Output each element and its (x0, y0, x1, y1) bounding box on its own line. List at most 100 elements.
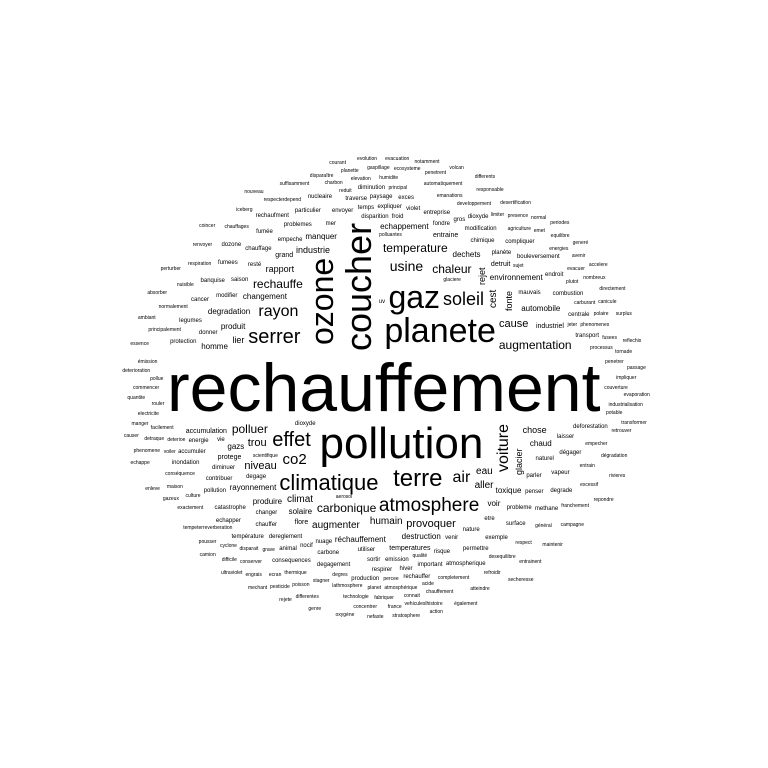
word-62: entraine (432, 232, 459, 240)
word-132: traverse (345, 196, 368, 203)
word-194: elevation (350, 175, 371, 182)
word-293: action (429, 608, 443, 615)
word-163: qualité (412, 553, 428, 560)
word-158: emanations (436, 192, 463, 199)
word-14: air (452, 469, 471, 487)
word-115: respirer (371, 566, 393, 573)
word-211: pollue (150, 376, 164, 383)
word-196: automatiquement (423, 181, 463, 188)
word-130: particulier (294, 207, 321, 214)
word-254: engrais (245, 571, 262, 578)
word-202: polaire (593, 310, 609, 317)
word-22: cause (499, 317, 529, 330)
word-28: climat (286, 494, 314, 506)
word-45: dechets (452, 249, 481, 259)
word-276: difficile (221, 556, 237, 563)
word-29: eau (476, 466, 493, 478)
word-226: fusees (602, 334, 617, 341)
word-69: utiliser (357, 547, 376, 554)
word-183: facilement (150, 424, 174, 431)
word-246: tornade (615, 349, 633, 355)
word-102: problemes (283, 222, 312, 229)
word-252: differentes (295, 594, 319, 600)
word-189: nuisible (176, 281, 194, 288)
word-64: dioxyde (294, 420, 316, 427)
word-40: solaire (288, 506, 313, 516)
word-282: generé (572, 239, 589, 246)
word-160: polluantes (379, 232, 402, 239)
word-9: serrer (248, 326, 301, 349)
word-20: polluer (231, 422, 268, 437)
word-248: entrainent (519, 559, 542, 566)
word-195: humidite (379, 174, 399, 181)
word-242: canicule (598, 298, 617, 305)
word-209: franchement (561, 503, 589, 510)
word-0: rechauffement (167, 349, 601, 426)
word-145: methane (534, 506, 559, 513)
word-99: contribuer (205, 476, 233, 483)
word-52: manquer (305, 231, 337, 241)
word-136: dioxyde (467, 213, 489, 220)
word-177: respect (515, 539, 532, 546)
word-107: modification (464, 226, 497, 233)
word-227: émission (137, 359, 158, 366)
word-201: couverture (604, 384, 628, 391)
word-113: permettre (462, 546, 489, 553)
word-73: diminuer (212, 465, 236, 472)
word-243: retrouver (611, 427, 632, 434)
word-210: refroidir (483, 570, 501, 577)
word-200: penetrer (605, 359, 624, 366)
word-65: degage (246, 474, 267, 481)
word-17: usine (389, 257, 424, 274)
word-186: normalement (158, 303, 188, 310)
word-278: differents (474, 174, 496, 181)
word-129: fumees (218, 259, 238, 266)
word-42: industrie (295, 245, 330, 256)
word-203: limiter (490, 212, 505, 219)
word-178: atmosphérique (384, 584, 418, 591)
word-84: emission (385, 556, 409, 563)
word-236: desertification (500, 199, 531, 206)
word-153: nucleaire (307, 193, 333, 200)
word-104: envoyer (331, 208, 354, 215)
word-19: temperature (382, 240, 448, 255)
word-59: protege (217, 453, 242, 461)
word-182: conséquence (165, 471, 195, 478)
word-23: provoquer (406, 518, 456, 531)
word-190: respiration (187, 260, 212, 267)
word-258: deterioration (122, 367, 151, 374)
word-10: atmosphere (378, 494, 480, 516)
word-204: potable (605, 409, 623, 416)
word-179: desequilibre (488, 553, 516, 560)
word-56: homme (201, 342, 228, 352)
word-108: temps (357, 204, 375, 211)
word-61: temperatures (389, 545, 431, 553)
word-146: production (351, 575, 380, 582)
word-191: culture (185, 492, 201, 499)
word-150: inondation (171, 459, 200, 466)
word-41: destruction (401, 532, 441, 542)
word-199: evacuer (567, 266, 585, 273)
word-303: camion (199, 552, 216, 559)
word-92: vie (217, 437, 225, 444)
word-234: responsable (476, 186, 504, 193)
word-257: gazeux (162, 496, 179, 503)
word-298: emet (533, 228, 545, 235)
word-133: paysage (369, 194, 393, 201)
word-141: transport (575, 333, 600, 340)
word-164: deterioe (167, 437, 186, 444)
word-264: ambiant (137, 314, 156, 321)
word-82: planète (491, 249, 512, 256)
word-239: impliquer (616, 375, 637, 382)
word-126: froid (391, 213, 404, 220)
word-30: cest (487, 289, 499, 308)
word-300: ultraviolet (220, 570, 243, 577)
word-88: nuage (315, 539, 333, 546)
word-212: chauffement (425, 588, 454, 595)
word-78: donner (198, 329, 218, 336)
word-80: fondre (432, 221, 450, 228)
word-240: iceberg (236, 206, 253, 213)
word-267: perturber (160, 265, 181, 272)
word-44: réchauffement (334, 534, 386, 544)
word-111: surface (505, 521, 526, 528)
